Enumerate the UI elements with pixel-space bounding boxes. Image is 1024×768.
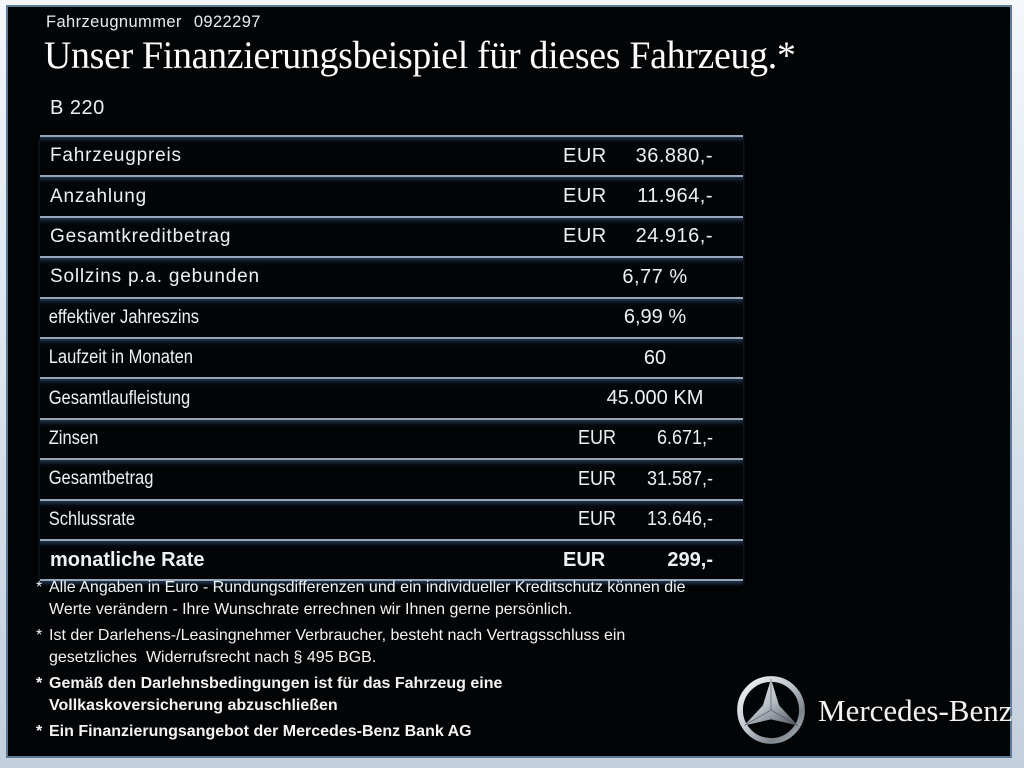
vehicle-number-label: Fahrzeugnummer — [46, 13, 182, 31]
model-name: B 220 — [50, 97, 105, 119]
table-row: Laufzeit in Monaten 60 — [40, 336, 743, 378]
footnote: * Ist der Darlehens-/Leasingnehmer Verbra… — [36, 625, 756, 668]
table-row: Fahrzeugpreis EUR 36.880,- — [40, 135, 743, 176]
table-row: Zinsen EUR 6.671,- — [40, 417, 743, 459]
footnote-marker: * — [36, 675, 43, 692]
vehicle-number-value: 0922297 — [193, 13, 261, 31]
row-value: EUR 36.880,- — [563, 145, 713, 168]
row-value: EUR 24.916,- — [563, 225, 713, 248]
row-currency: EUR — [578, 467, 617, 490]
mercedes-star-icon — [737, 676, 805, 744]
row-amount: 11.964,- — [637, 185, 713, 208]
row-label: Laufzeit in Monaten — [48, 347, 193, 369]
table-row: Gesamtkreditbetrag EUR 24.916,- — [40, 215, 743, 257]
footnote-marker: * — [36, 627, 43, 644]
row-label: Schlussrate — [48, 508, 136, 530]
row-currency: EUR — [578, 508, 617, 531]
finance-table: Fahrzeugpreis EUR 36.880,- Anzahlung EUR 11.9… — [40, 135, 743, 582]
row-value: 6,77 % — [622, 265, 688, 288]
vehicle-number: Fahrzeugnummer 0922297 — [46, 13, 261, 32]
table-row: Gesamtlaufleistung 45.000 KM — [40, 377, 743, 418]
row-value: EUR 11.964,- — [563, 185, 713, 208]
footnote: * Alle Angaben in Euro - Rundungsdifferen… — [36, 577, 756, 620]
footnote-text: Ein Finanzierungsangebot der Mercedes-Be… — [49, 723, 472, 740]
row-amount: 24.916,- — [635, 225, 713, 248]
row-currency: EUR — [578, 427, 617, 450]
table-row: Sollzins p.a. gebunden 6,77 % — [40, 256, 743, 297]
footnote: * Gemäß den Darlehnsbedingungen ist für d… — [36, 673, 756, 716]
row-value: 60 — [643, 346, 667, 369]
footnote-marker: * — [36, 723, 43, 740]
row-amount: 36.880,- — [635, 144, 713, 167]
table-row: monatliche Rate EUR 299,- — [40, 538, 743, 580]
row-amount: 13.646,- — [646, 508, 713, 531]
row-label: Gesamtbetrag — [48, 468, 154, 490]
row-value: EUR 299,- — [563, 549, 713, 572]
page-title: Unser Finanzierungsbeispiel für dieses F… — [44, 34, 796, 77]
row-currency: EUR — [563, 548, 606, 571]
row-amount: 31.587,- — [646, 467, 713, 490]
footnote-text: Ist der Darlehens-/Leasingnehmer Verbrau… — [49, 627, 626, 666]
row-amount: 6.671,- — [656, 427, 713, 450]
footnote-text: Gemäß den Darlehnsbedingungen ist für da… — [49, 675, 503, 714]
table-row: Anzahlung EUR 11.964,- — [40, 175, 743, 216]
row-currency: EUR — [563, 225, 607, 248]
row-currency: EUR — [563, 185, 607, 208]
row-currency: EUR — [563, 144, 607, 167]
footnotes: * Alle Angaben in Euro - Rundungsdifferen… — [36, 577, 756, 748]
table-row: Gesamtbetrag EUR 31.587,- — [40, 458, 743, 499]
row-label: monatliche Rate — [50, 548, 205, 571]
footnote: * Ein Finanzierungsangebot der Mercedes-B… — [36, 721, 756, 743]
row-value: 45.000 KM — [606, 387, 704, 410]
row-value: EUR 31.587,- — [578, 468, 713, 491]
row-label: effektiver Jahreszins — [48, 306, 200, 328]
row-label: Fahrzeugpreis — [50, 145, 182, 167]
brand-name: Mercedes-Benz — [818, 693, 1013, 728]
row-label: Zinsen — [48, 427, 99, 449]
row-label: Anzahlung — [50, 185, 147, 207]
row-amount: 299,- — [667, 548, 713, 571]
row-value: 6,99 % — [623, 306, 687, 329]
table-row: Schlussrate EUR 13.646,- — [40, 498, 743, 539]
row-label: Sollzins p.a. gebunden — [50, 266, 260, 288]
footnote-marker: * — [36, 579, 43, 596]
row-value: EUR 6.671,- — [578, 427, 713, 450]
footnote-text: Alle Angaben in Euro - Rundungsdifferenz… — [49, 579, 686, 618]
row-label: Gesamtlaufleistung — [48, 387, 191, 409]
table-row: effektiver Jahreszins 6,99 % — [40, 296, 743, 337]
row-label: Gesamtkreditbetrag — [50, 225, 232, 247]
finance-sheet: Fahrzeugnummer 0922297 Unser Finanzierung… — [6, 5, 1013, 758]
row-value: EUR 13.646,- — [578, 508, 713, 531]
